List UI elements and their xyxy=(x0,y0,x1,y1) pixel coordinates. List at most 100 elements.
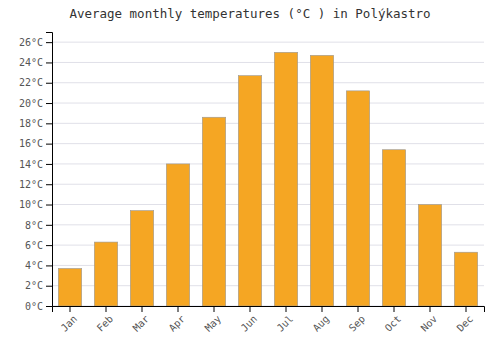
y-tick-label: 4°C xyxy=(25,260,43,271)
grid-line xyxy=(52,42,484,43)
y-tick-label: 14°C xyxy=(19,159,43,170)
y-tick: 4°C xyxy=(25,260,52,271)
y-tick-mark xyxy=(46,184,52,185)
y-tick-label: 6°C xyxy=(25,240,43,251)
y-tick: 20°C xyxy=(19,98,52,109)
x-tick: Aug xyxy=(311,306,332,334)
y-tick: 2°C xyxy=(25,280,52,291)
x-tick-mark xyxy=(394,306,395,312)
x-tick-label: Nov xyxy=(419,313,440,334)
y-tick: 24°C xyxy=(19,57,52,68)
y-tick: 14°C xyxy=(19,159,52,170)
y-tick-label: 0°C xyxy=(25,301,43,312)
y-tick: 6°C xyxy=(25,240,52,251)
y-tick-mark xyxy=(46,205,52,206)
y-tick-label: 12°C xyxy=(19,179,43,190)
x-tick: Nov xyxy=(419,306,440,334)
bar xyxy=(274,52,297,306)
x-tick: Dec xyxy=(455,306,476,334)
x-tick: May xyxy=(203,306,224,334)
x-tick-mark xyxy=(106,306,107,312)
x-tick-mark xyxy=(250,306,251,312)
x-tick-label: Aug xyxy=(311,313,332,334)
grid-line xyxy=(52,103,484,104)
plot: 0°C 2°C 4°C 6°C 8°C 10°C 12°C 14°C 16°C 18°C 20°C 2… xyxy=(19,33,485,334)
y-tick-mark xyxy=(46,306,52,307)
x-tick: Jul xyxy=(275,306,296,334)
title: Average monthly temperatures (°C ) in Po… xyxy=(69,6,430,21)
x-tick-mark xyxy=(286,306,287,312)
x-tick-label: May xyxy=(203,313,224,334)
x-tick: Sep xyxy=(347,306,368,334)
y-tick-mark xyxy=(46,123,52,124)
y-tick: 0°C xyxy=(25,301,52,312)
y-tick: 26°C xyxy=(19,37,52,48)
x-axis-line xyxy=(53,307,485,313)
y-tick-label: 16°C xyxy=(19,138,43,149)
bar xyxy=(346,91,369,306)
x-tick-label: Mar xyxy=(131,313,152,334)
grid-line xyxy=(52,62,484,63)
y-tick-label: 2°C xyxy=(25,280,43,291)
x-tick-mark xyxy=(214,306,215,312)
bar xyxy=(166,164,189,306)
bars xyxy=(58,52,477,306)
x-tick-label: Oct xyxy=(383,313,404,334)
y-tick-mark xyxy=(46,144,52,145)
y-tick-mark xyxy=(46,225,52,226)
x-tick-mark xyxy=(466,306,467,312)
x-tick: Jun xyxy=(239,306,260,334)
grid-line xyxy=(52,184,484,185)
y-tick-mark xyxy=(46,245,52,246)
x-tick-label: Sep xyxy=(347,313,368,334)
y-tick-label: 18°C xyxy=(19,118,43,129)
x-axis: Jan Feb Mar Apr May Jun Jul Aug Sep Oct Nov Dec xyxy=(53,306,485,334)
bar xyxy=(382,150,405,306)
y-tick: 16°C xyxy=(19,138,52,149)
x-tick-mark xyxy=(178,306,179,312)
bar xyxy=(58,268,81,306)
x-tick-label: Jan xyxy=(59,313,80,334)
y-tick-mark xyxy=(46,42,52,43)
bar xyxy=(310,55,333,306)
y-tick: 12°C xyxy=(19,179,52,190)
bar xyxy=(454,252,477,306)
x-tick: Oct xyxy=(383,306,404,334)
x-tick-label: Apr xyxy=(167,313,188,334)
grid-line xyxy=(52,163,484,164)
y-tick-label: 26°C xyxy=(19,37,43,48)
x-tick-mark xyxy=(70,306,71,312)
x-tick-label: Feb xyxy=(95,313,116,334)
y-axis: 0°C 2°C 4°C 6°C 8°C 10°C 12°C 14°C 16°C 18°C 20°C 2… xyxy=(19,33,53,312)
x-tick: Mar xyxy=(131,306,152,334)
bar xyxy=(202,117,225,306)
x-tick-mark xyxy=(430,306,431,312)
x-tick: Apr xyxy=(167,306,188,334)
x-tick: Jan xyxy=(59,306,80,334)
y-tick-mark xyxy=(46,62,52,63)
y-tick: 8°C xyxy=(25,220,52,231)
y-tick-mark xyxy=(46,265,52,266)
y-axis-line xyxy=(46,33,53,307)
grid xyxy=(52,42,484,306)
x-tick-mark xyxy=(322,306,323,312)
y-tick: 10°C xyxy=(19,199,52,210)
y-tick-label: 10°C xyxy=(19,199,43,210)
chart: Average monthly temperatures (°C ) in Po… xyxy=(0,0,500,350)
grid-line xyxy=(52,82,484,83)
y-tick-label: 24°C xyxy=(19,57,43,68)
x-tick-label: Jul xyxy=(275,313,296,334)
y-tick-mark xyxy=(46,83,52,84)
y-tick-mark xyxy=(46,286,52,287)
x-tick-label: Jun xyxy=(239,313,260,334)
bar xyxy=(418,205,441,306)
bar xyxy=(130,211,153,306)
grid-line xyxy=(52,143,484,144)
bar xyxy=(238,76,261,306)
y-tick-label: 22°C xyxy=(19,77,43,88)
x-tick-mark xyxy=(358,306,359,312)
x-tick: Feb xyxy=(95,306,116,334)
grid-line xyxy=(52,123,484,124)
y-tick-label: 20°C xyxy=(19,98,43,109)
x-tick-label: Dec xyxy=(455,313,476,334)
